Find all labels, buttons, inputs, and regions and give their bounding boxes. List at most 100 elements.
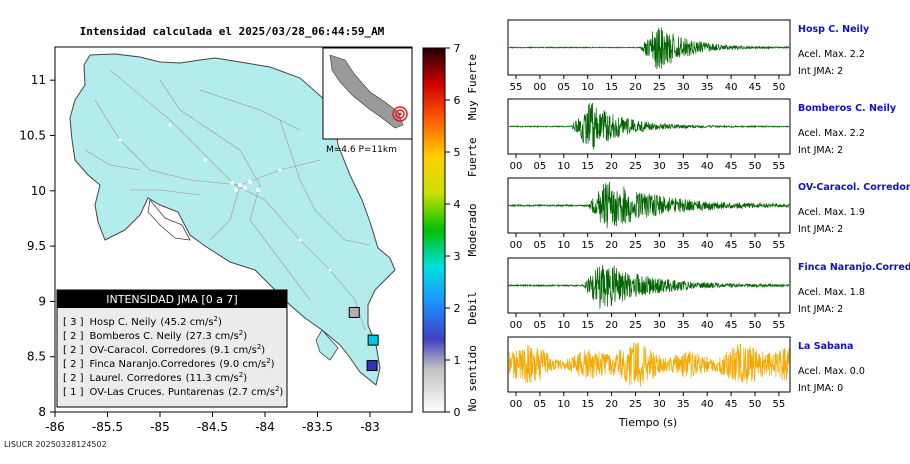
legend-value-exponent: 2	[257, 343, 261, 351]
colorbar-ramp	[422, 47, 446, 413]
lon-tick-label: -83	[360, 420, 380, 434]
intensity-colorbar: 0 1 2 3 4 5 6 7 No sentido Debil Moderado Fuerte Mu…	[422, 42, 479, 419]
time-tick-label: 45	[749, 82, 762, 93]
epicenter-ring-inner	[395, 109, 405, 119]
legend-value-close: )	[261, 345, 265, 356]
legend-item: [ 3 ] Hosp C. Neily (45.2 cm/s2)	[63, 315, 222, 328]
jma-intensity: Int JMA: 2	[798, 145, 843, 156]
time-tick-label: 25	[629, 240, 642, 251]
time-tick-label: 15	[605, 82, 618, 93]
time-tick-label: 25	[629, 399, 642, 410]
time-tick-label: 50	[749, 320, 762, 331]
legend-item: [ 1 ] OV-Las Cruces. Puntarenas (2.7 cm/s2…	[63, 385, 283, 398]
time-tick-label: 10	[581, 82, 594, 93]
jma-intensity: Int JMA: 2	[798, 224, 843, 235]
legend-item: [ 2 ] Bomberos C. Neily (27.3 cm/s2)	[63, 329, 247, 342]
legend-value-close: )	[243, 331, 247, 342]
colorbar-tick-label: 5	[454, 146, 461, 159]
legend-station: Laurel. Corredores	[90, 373, 182, 384]
max-acceleration: Acel. Max. 1.8	[798, 287, 865, 298]
legend-station: Bomberos C. Neily	[90, 331, 182, 342]
time-tick-label: 05	[534, 320, 547, 331]
jma-intensity: Int JMA: 0	[798, 383, 843, 394]
colorbar-tick-label: 4	[454, 198, 461, 211]
legend-header-bar	[57, 290, 287, 308]
lat-tick-label: 10	[31, 184, 46, 198]
time-tick-label: 45	[725, 320, 738, 331]
time-tick-label: 20	[605, 320, 618, 331]
legend-level: [ 3 ]	[63, 317, 84, 328]
time-tick-label: 50	[749, 161, 762, 172]
time-tick-label: 00	[510, 399, 523, 410]
colorbar-category-label: Debil	[466, 291, 479, 324]
page-title: Intensidad calculada el 2025/03/28_06:44…	[80, 25, 385, 38]
time-tick-label: 10	[557, 320, 570, 331]
longitude-axis: -86 -85.5 -85 -84.5 -84 -83.5 -83	[45, 412, 380, 434]
intensity-legend: INTENSIDAD JMA [0 a 7] [ 3 ] Hosp C. Neil…	[56, 289, 288, 408]
time-tick-label: 40	[725, 82, 738, 93]
time-tick-label: 20	[605, 161, 618, 172]
legend-items: [ 3 ] Hosp C. Neily (45.2 cm/s2) [ 2 ] Bombe…	[63, 315, 283, 398]
inset-map: M=4.6 P=11km	[322, 47, 413, 155]
station-name: La Sabana	[798, 341, 853, 352]
waveform-panel: 00 05 10 15 20 25 30 35 40 45 50 55 OV-Caracol. Corr…	[507, 177, 910, 251]
time-tick-label: 45	[725, 399, 738, 410]
legend-box	[56, 289, 288, 408]
time-tick-label: 55	[773, 161, 786, 172]
time-tick-label: 30	[653, 240, 666, 251]
footer-id: LISUCR 20250328124502	[4, 440, 107, 449]
lon-tick-label: -83.5	[302, 420, 333, 434]
time-tick-label: 35	[677, 240, 690, 251]
colorbar-tick-label: 1	[454, 354, 461, 367]
time-axis-label: Tiempo (s)	[618, 416, 677, 429]
legend-value-close: )	[279, 387, 283, 398]
time-tick-label: 55	[773, 399, 786, 410]
legend-value-exponent: 2	[275, 385, 279, 393]
waveform-trace	[508, 264, 790, 309]
time-tick-label: 00	[534, 82, 547, 93]
latitude-axis: 8 8.5 9 9.5 10 10.5 11	[19, 73, 55, 419]
legend-station: OV-Caracol. Corredores	[90, 345, 206, 356]
time-tick-label: 10	[557, 161, 570, 172]
time-tick-label: 05	[534, 161, 547, 172]
time-tick-label: 20	[605, 399, 618, 410]
legend-value: (45.2 cm/s	[160, 317, 213, 328]
lon-tick-label: -86	[45, 420, 65, 434]
legend-value: (27.3 cm/s	[186, 331, 239, 342]
time-tick-label: 35	[677, 399, 690, 410]
map-panel: -86 -85.5 -85 -84.5 -84 -83.5 -83 8 8.5 9 9.5 10 10…	[19, 46, 413, 434]
waveform-trace	[508, 102, 790, 150]
colorbar-ticks: 0 1 2 3 4 5 6 7	[445, 42, 461, 419]
epicenter-ring-outer	[392, 106, 408, 122]
time-tick-label: 40	[701, 240, 714, 251]
waveform-panel: 00 05 10 15 20 25 30 35 40 45 50 55 Finca Naranjo.Co…	[507, 257, 910, 331]
lon-tick-label: -85.5	[92, 420, 123, 434]
time-tick-label: 40	[701, 161, 714, 172]
time-tick-label: 15	[581, 320, 594, 331]
colorbar-category-label: Muy Fuerte	[466, 54, 479, 120]
station-name: Bomberos C. Neily	[798, 103, 897, 114]
time-tick-label: 45	[725, 161, 738, 172]
time-tick-label: 35	[677, 161, 690, 172]
time-tick-label: 40	[701, 399, 714, 410]
nicoya-gulf	[147, 199, 191, 241]
lat-tick-label: 11	[31, 73, 46, 87]
time-tick-label: 55	[773, 320, 786, 331]
station-name: Finca Naranjo.Corredor	[798, 262, 910, 273]
colorbar-category-label: Fuerte	[466, 137, 479, 177]
lon-tick-label: -84	[255, 420, 275, 434]
legend-value-exponent: 2	[239, 371, 243, 379]
lon-tick-label: -84.5	[197, 420, 228, 434]
waveform-trace	[508, 342, 790, 387]
legend-level: [ 2 ]	[63, 331, 84, 342]
colorbar-tick-label: 2	[454, 302, 461, 315]
waveform-trace	[508, 181, 790, 229]
time-tick-label: 30	[653, 161, 666, 172]
legend-level: [ 2 ]	[63, 345, 84, 356]
colorbar-category-labels: No sentido Debil Moderado Fuerte Muy Fuerte	[466, 54, 479, 411]
colorbar-tick-label: 0	[454, 406, 461, 419]
legend-value-exponent: 2	[214, 315, 218, 323]
colorbar-tick-label: 7	[454, 42, 461, 55]
time-tick-label: 20	[629, 82, 642, 93]
time-tick-label: 25	[653, 82, 666, 93]
